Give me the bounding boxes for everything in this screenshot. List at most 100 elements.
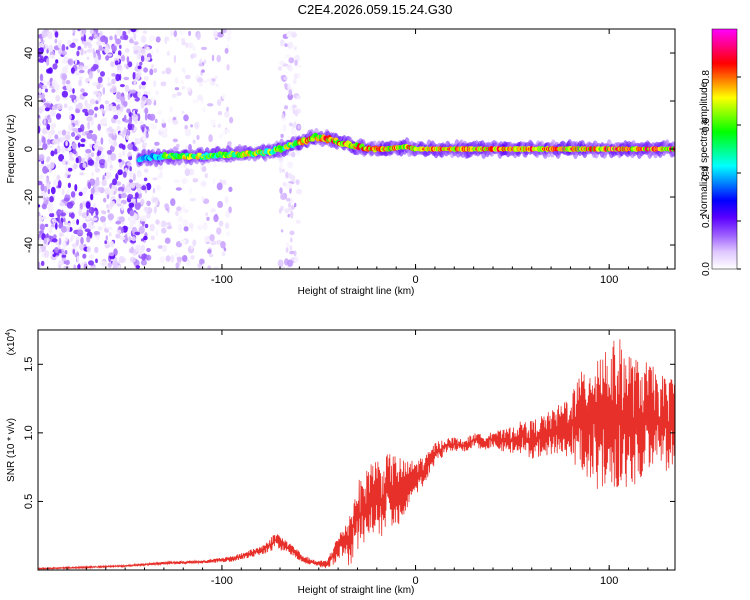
spectrogram-speckle (82, 65, 89, 70)
spectrogram-speckle (79, 202, 83, 211)
spectrogram-speckle (104, 261, 108, 269)
spectrogram-speckle (72, 196, 76, 201)
spectrogram-speckle (54, 134, 59, 140)
spectrogram-speckle (59, 212, 67, 217)
spectrogram-speckle (54, 148, 58, 155)
spectrogram-speckle (181, 41, 187, 46)
spectrogram-speckle (44, 107, 50, 112)
spectrogram-speckle (45, 237, 50, 243)
spectrogram-speckle (74, 184, 78, 192)
spectrogram-speckle (170, 30, 174, 37)
spectrogram-speckle (201, 166, 207, 172)
spectrogram-speckle (186, 87, 192, 92)
spectrogram-speckle (173, 179, 180, 184)
spectrogram-speckle (176, 206, 182, 211)
spectrogram-speckle (132, 145, 137, 152)
spectrogram-speckle (201, 196, 205, 202)
spectrogram-speckle (92, 63, 99, 70)
spectrogram-speckle (38, 180, 43, 186)
spectrogram-speckle (54, 247, 59, 254)
spectrogram-speckle (72, 38, 79, 43)
spectrogram-speckle (43, 237, 47, 244)
spectrogram-speckle (93, 190, 100, 196)
spectrogram-speckle (105, 55, 109, 61)
spectrogram-speckle (128, 202, 135, 208)
spectrogram-panel: -100 0 100 -40 -20 0 20 40 Height of straight … (6, 28, 676, 297)
spectrogram-speckle (190, 53, 195, 60)
spectrogram-speckle (128, 170, 134, 178)
spectrogram-speckle (288, 202, 292, 208)
spectrogram-speckle (42, 136, 46, 144)
spectrogram-speckle (180, 38, 186, 43)
spectrogram-speckle (52, 63, 58, 70)
spectrogram-speckle (287, 93, 294, 101)
spectrogram-speckle (93, 33, 98, 39)
spectrogram-speckle (146, 91, 151, 95)
spectrogram-speckle (213, 161, 217, 167)
spectrogram-speckle (286, 83, 291, 90)
spectrogram-speckle (71, 219, 76, 225)
spectrogram-speckle (48, 132, 52, 140)
spectrogram-speckle (119, 96, 126, 102)
spectrogram-speckle (144, 107, 149, 115)
spectrogram-speckle (197, 224, 204, 231)
spectrogram-speckle (286, 33, 292, 38)
spectrogram-speckle (41, 84, 48, 89)
spectrogram-speckle (46, 81, 51, 86)
spectrogram-speckle (144, 223, 149, 229)
spectrogram-speckle (134, 73, 141, 81)
spectrogram-speckle (49, 251, 54, 255)
spectrogram-speckle (168, 118, 172, 123)
spectrogram-speckle (44, 223, 49, 228)
spectrogram-speckle (164, 237, 171, 244)
spectrogram-speckle (181, 80, 184, 84)
spectrogram-speckle (153, 68, 158, 73)
spectrogram-speckle (54, 83, 60, 91)
snr-x-tick-label: -100 (211, 575, 233, 587)
spectrogram-speckle (192, 99, 199, 104)
spectrogram-speckle (102, 87, 106, 95)
spectrogram-speckle (224, 196, 229, 204)
spectrogram-speckle (111, 45, 117, 52)
spectrogram-y-tick-label: -40 (23, 237, 35, 253)
spectrogram-speckle (141, 81, 147, 86)
spectrogram-speckle (78, 79, 82, 87)
spectrogram-speckle (192, 139, 196, 144)
spectrogram-speckle (176, 91, 182, 96)
spectrogram-speckle (90, 172, 95, 177)
spectrogram-speckle (41, 30, 47, 38)
spectrogram-speckle (38, 248, 42, 254)
spectrogram-speckle (39, 237, 42, 242)
spectrogram-speckle (143, 75, 149, 82)
spectrogram-speckle (63, 265, 70, 269)
spectrogram-speckle (126, 47, 129, 52)
spectrogram-speckle (77, 29, 81, 32)
spectrogram-x-tick-label: -100 (211, 274, 233, 286)
spectrogram-speckle (207, 103, 214, 107)
spectrogram-speckle (93, 203, 96, 209)
spectrogram-speckle (95, 179, 100, 187)
spectrogram-speckle (77, 142, 81, 148)
spectrogram-speckle (138, 84, 142, 90)
spectrogram-speckle (61, 50, 67, 56)
spectrogram-speckle (44, 88, 49, 93)
spectrogram-speckle (284, 43, 288, 47)
spectrogram-speckle (155, 90, 159, 96)
spectrogram-speckle (76, 219, 80, 225)
spectrogram-speckle (226, 29, 232, 36)
spectrogram-speckle (99, 159, 106, 164)
spectrogram-speckle (101, 179, 107, 187)
spectrogram-speckle (109, 153, 117, 161)
spectrogram-speckle (46, 123, 51, 131)
spectrogram-speckle (181, 255, 188, 262)
spectrogram-speckle (38, 106, 43, 114)
spectrogram-speckle (150, 49, 155, 56)
spectrogram-speckle (290, 237, 293, 243)
spectrogram-speckle (174, 77, 179, 84)
spectrogram-speckle (295, 219, 301, 224)
spectrogram-speckle (221, 93, 226, 100)
colorbar-tick-label: 0.8 (701, 70, 712, 84)
spectrogram-speckle (72, 127, 79, 133)
snr-y-tick-label: 1.5 (23, 357, 35, 372)
